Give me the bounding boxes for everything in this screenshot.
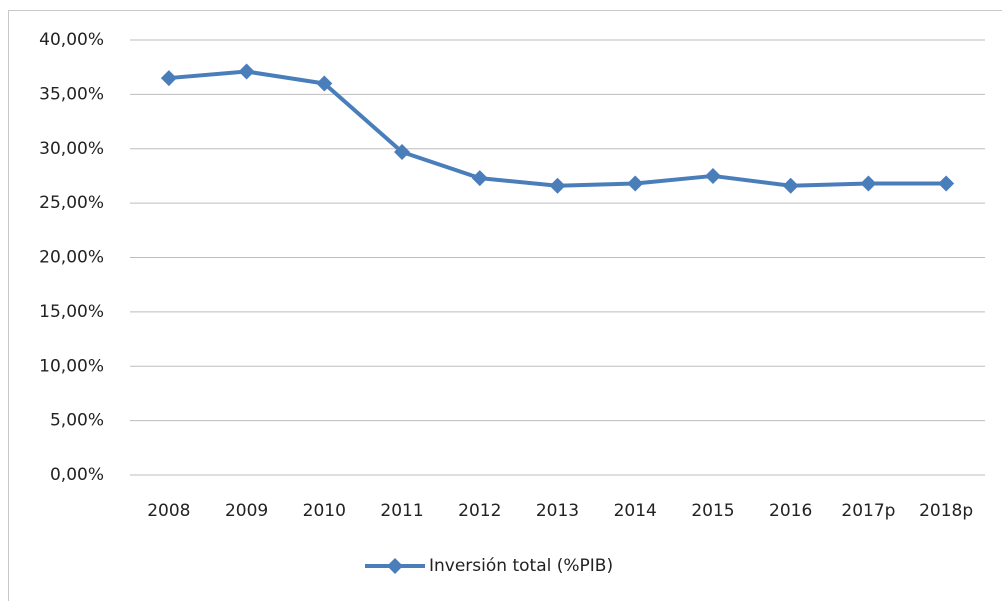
point-marker	[938, 175, 955, 192]
point-marker	[782, 177, 799, 194]
y-tick-label: 25,00%	[39, 193, 104, 213]
point-marker	[160, 70, 177, 87]
point-marker	[627, 175, 644, 192]
point-marker	[238, 63, 255, 80]
point-marker	[704, 167, 721, 184]
x-tick-label: 2010	[303, 501, 346, 521]
point-marker	[394, 144, 411, 161]
x-tick-label: 2009	[225, 501, 268, 521]
x-tick-label: 2008	[147, 501, 190, 521]
x-tick-label: 2013	[536, 501, 579, 521]
x-tick-label: 2016	[769, 501, 812, 521]
x-tick-label: 2018p	[919, 501, 973, 521]
x-tick-label: 2012	[458, 501, 501, 521]
point-marker	[860, 175, 877, 192]
legend-label: Inversión total (%PIB)	[429, 556, 613, 576]
y-tick-label: 15,00%	[39, 302, 104, 322]
y-tick-label: 30,00%	[39, 139, 104, 159]
series-line	[168, 69, 947, 188]
point-marker	[471, 170, 488, 187]
point-marker	[316, 75, 333, 92]
y-tick-label: 5,00%	[50, 411, 104, 431]
y-tick-label: 40,00%	[39, 30, 104, 50]
x-tick-label: 2017p	[841, 501, 895, 521]
x-tick-label: 2014	[614, 501, 657, 521]
y-tick-label: 0,00%	[50, 465, 104, 485]
point-marker	[549, 177, 566, 194]
y-tick-label: 10,00%	[39, 356, 104, 376]
y-tick-label: 35,00%	[39, 84, 104, 104]
chart-border	[8, 10, 1002, 601]
y-tick-label: 20,00%	[39, 248, 104, 268]
legend-marker	[387, 558, 403, 574]
x-tick-label: 2011	[380, 501, 423, 521]
x-tick-label: 2015	[691, 501, 734, 521]
